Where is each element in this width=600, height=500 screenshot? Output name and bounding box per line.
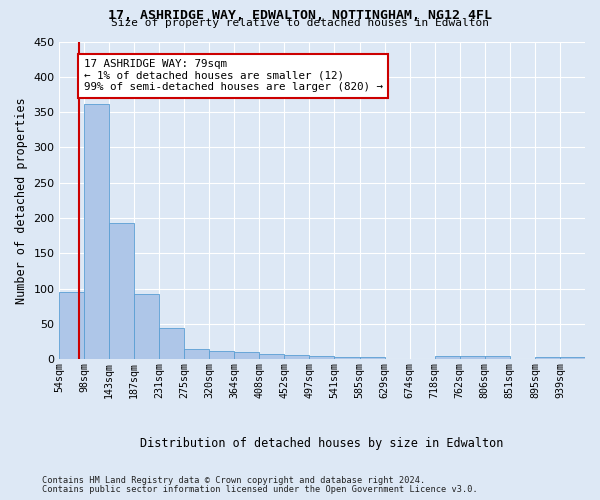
Bar: [535, 356, 560, 360]
Bar: [84, 104, 109, 360]
Text: 17, ASHRIDGE WAY, EDWALTON, NOTTINGHAM, NG12 4FL: 17, ASHRIDGE WAY, EDWALTON, NOTTINGHAM, …: [108, 9, 492, 22]
Bar: [434, 356, 460, 360]
Text: 17 ASHRIDGE WAY: 79sqm
← 1% of detached houses are smaller (12)
99% of semi-deta: 17 ASHRIDGE WAY: 79sqm ← 1% of detached …: [84, 59, 383, 92]
Bar: [59, 292, 84, 360]
Y-axis label: Number of detached properties: Number of detached properties: [15, 97, 28, 304]
Bar: [310, 356, 334, 360]
Bar: [159, 328, 184, 360]
Bar: [560, 356, 585, 360]
X-axis label: Distribution of detached houses by size in Edwalton: Distribution of detached houses by size …: [140, 437, 503, 450]
Bar: [485, 356, 510, 360]
Text: Contains public sector information licensed under the Open Government Licence v3: Contains public sector information licen…: [42, 485, 478, 494]
Text: Contains HM Land Registry data © Crown copyright and database right 2024.: Contains HM Land Registry data © Crown c…: [42, 476, 425, 485]
Bar: [284, 355, 310, 360]
Bar: [385, 358, 410, 360]
Bar: [109, 223, 134, 360]
Bar: [334, 356, 359, 360]
Bar: [184, 348, 209, 360]
Bar: [209, 351, 234, 360]
Bar: [259, 354, 284, 360]
Text: Size of property relative to detached houses in Edwalton: Size of property relative to detached ho…: [111, 18, 489, 28]
Bar: [234, 352, 259, 360]
Bar: [134, 294, 159, 360]
Bar: [460, 356, 485, 360]
Bar: [359, 357, 385, 360]
